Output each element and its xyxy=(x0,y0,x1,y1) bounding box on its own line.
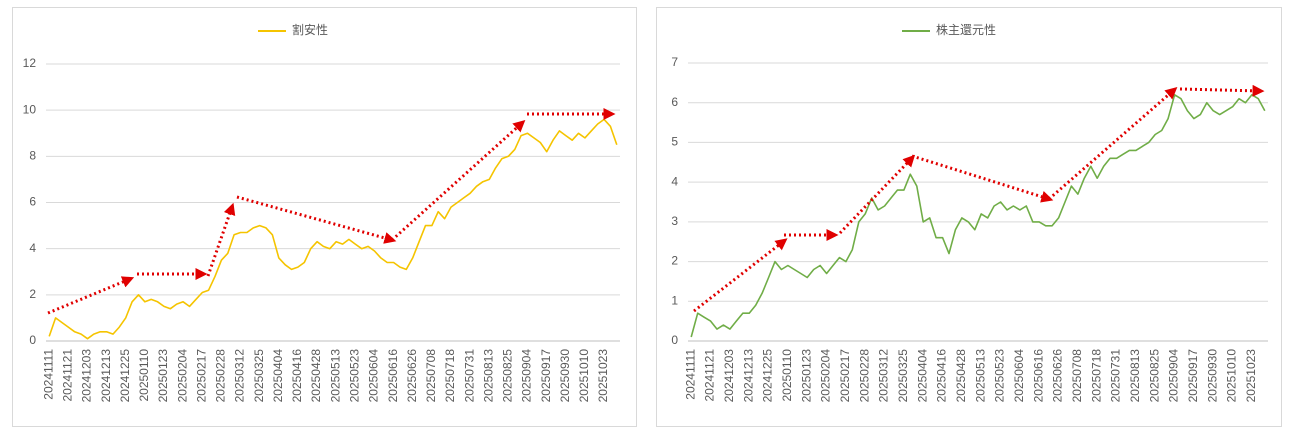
x-tick-label: 20241111 xyxy=(41,349,55,400)
x-tick-label: 20250123 xyxy=(156,349,170,403)
y-tick-label: 2 xyxy=(29,287,36,301)
x-tick-label: 20250813 xyxy=(1128,349,1142,403)
x-tick-label: 20251010 xyxy=(1225,349,1239,403)
x-tick-label: 20250904 xyxy=(1167,349,1181,403)
x-tick-label: 20250523 xyxy=(993,349,1007,403)
x-tick-label: 20250416 xyxy=(935,349,949,403)
x-tick-label: 20251010 xyxy=(577,349,591,403)
x-tick-label: 20250123 xyxy=(799,349,813,403)
x-tick-label: 20250604 xyxy=(367,349,381,403)
x-tick-label: 20250616 xyxy=(386,349,400,403)
x-tick-label: 20250404 xyxy=(915,349,929,403)
x-tick-label: 20251023 xyxy=(1244,349,1258,403)
x-tick-label: 20250616 xyxy=(1031,349,1045,403)
x-tick-label: 20250217 xyxy=(194,349,208,403)
x-tick-label: 20250416 xyxy=(290,349,304,403)
x-tick-label: 20241225 xyxy=(761,349,775,403)
x-tick-label: 20241203 xyxy=(722,349,736,403)
x-tick-label: 20241213 xyxy=(741,349,755,403)
y-tick-label: 6 xyxy=(29,195,36,209)
x-tick-label: 20250325 xyxy=(252,349,266,403)
x-tick-label: 20250626 xyxy=(405,349,419,403)
annotation-arrows xyxy=(47,84,1265,315)
x-tick-label: 20250325 xyxy=(896,349,910,403)
x-tick-label: 20250404 xyxy=(271,349,285,403)
y-tick-label: 10 xyxy=(23,102,37,116)
x-tick-label: 20250917 xyxy=(539,349,553,403)
x-tick-label: 20241121 xyxy=(703,349,717,402)
y-tick-label: 4 xyxy=(29,241,36,255)
x-tick-label: 20250513 xyxy=(328,349,342,403)
x-tick-label: 20250930 xyxy=(1205,349,1219,403)
series-line xyxy=(48,118,618,340)
x-tick-label: 20250217 xyxy=(838,349,852,403)
x-tick-label: 20250110 xyxy=(137,349,151,402)
y-tick-label: 4 xyxy=(671,174,678,188)
x-tick-label: 20250917 xyxy=(1186,349,1200,403)
y-tick-label: 3 xyxy=(671,214,678,228)
y-tick-label: 12 xyxy=(23,56,37,70)
y-tick-label: 1 xyxy=(671,293,678,307)
x-tick-label: 20241111 xyxy=(683,349,697,400)
x-tick-label: 20250428 xyxy=(309,349,323,403)
x-tick-label: 20250626 xyxy=(1051,349,1065,403)
x-tick-label: 20241121 xyxy=(60,349,74,402)
x-tick-label: 20250604 xyxy=(1012,349,1026,403)
x-tick-label: 20250513 xyxy=(973,349,987,403)
y-tick-label: 6 xyxy=(671,95,678,109)
x-tick-label: 20250904 xyxy=(520,349,534,403)
chart-frame xyxy=(656,7,1282,427)
y-tick-label: 2 xyxy=(671,254,678,268)
x-tick-label: 20250312 xyxy=(877,349,891,403)
x-tick-label: 20241225 xyxy=(118,349,132,403)
x-tick-label: 20250428 xyxy=(954,349,968,403)
x-tick-label: 20250228 xyxy=(214,349,228,403)
y-tick-label: 7 xyxy=(671,55,678,69)
x-tick-label: 20250204 xyxy=(175,349,189,403)
x-tick-label: 20250731 xyxy=(1109,349,1123,403)
x-tick-label: 20250204 xyxy=(819,349,833,403)
x-tick-label: 20241203 xyxy=(80,349,94,403)
x-tick-label: 20250825 xyxy=(501,349,515,403)
x-tick-label: 20250312 xyxy=(233,349,247,403)
x-tick-label: 20251023 xyxy=(596,349,610,403)
x-tick-label: 20250523 xyxy=(347,349,361,403)
x-tick-label: 20250930 xyxy=(558,349,572,403)
x-tick-label: 20250731 xyxy=(462,349,476,403)
x-tick-label: 20250708 xyxy=(424,349,438,403)
chart-frame xyxy=(12,7,637,427)
x-tick-label: 20250708 xyxy=(1070,349,1084,403)
legend-label: 株主還元性 xyxy=(936,22,996,37)
x-tick-label: 20250825 xyxy=(1147,349,1161,403)
x-tick-label: 20250813 xyxy=(481,349,495,403)
y-tick-label: 8 xyxy=(29,149,36,163)
x-tick-label: 20250228 xyxy=(857,349,871,403)
x-tick-label: 20250718 xyxy=(443,349,457,403)
x-tick-label: 20250110 xyxy=(780,349,794,402)
legend-label: 割安性 xyxy=(292,22,328,37)
series-line xyxy=(690,94,1266,338)
y-tick-label: 0 xyxy=(671,333,678,347)
x-tick-label: 20250718 xyxy=(1089,349,1103,403)
x-tick-label: 20241213 xyxy=(99,349,113,403)
y-tick-label: 0 xyxy=(29,333,36,347)
y-tick-label: 5 xyxy=(671,135,678,149)
